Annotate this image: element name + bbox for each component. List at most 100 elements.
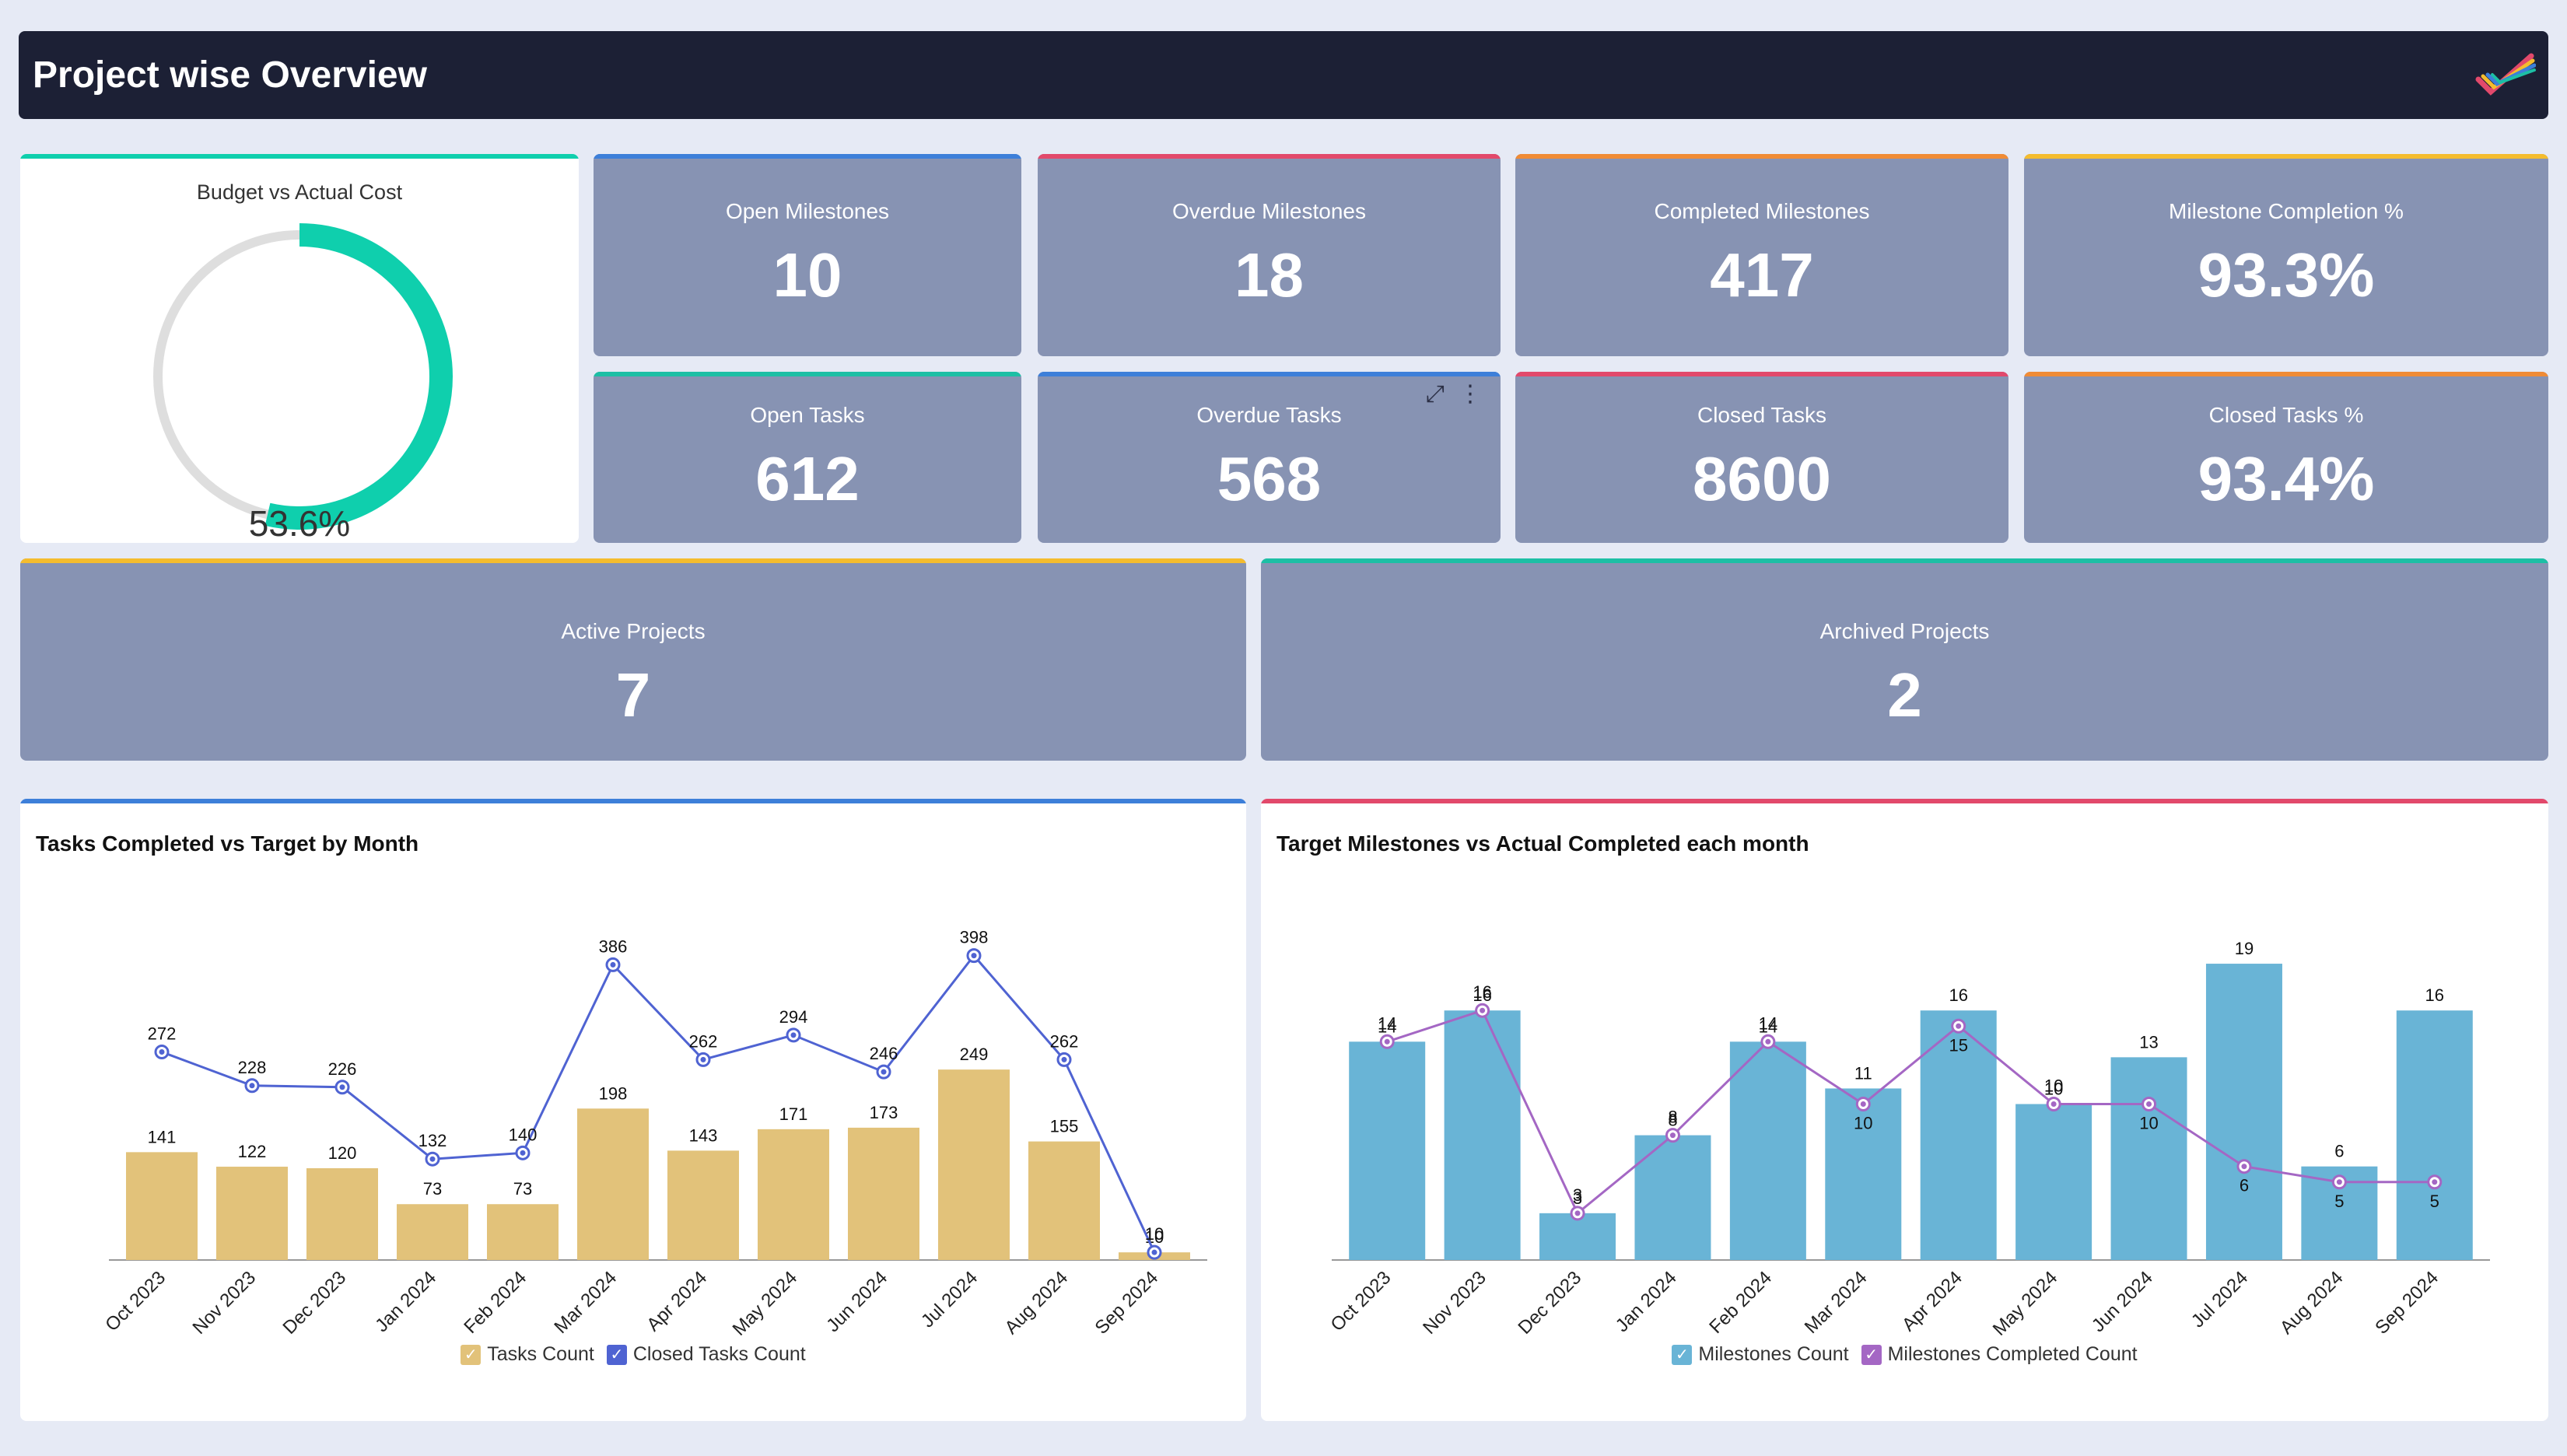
x-tick-label: Feb 2024 xyxy=(1705,1267,1776,1338)
bar-label: 3 xyxy=(1573,1188,1582,1208)
x-tick-label: Sep 2024 xyxy=(2371,1267,2443,1339)
x-tick-label: Oct 2023 xyxy=(101,1267,170,1335)
kpi-open-milestones[interactable]: Open Milestones 10 xyxy=(594,154,1021,356)
kpi-closed-tasks-percent[interactable]: Closed Tasks % 93.4% xyxy=(2024,372,2548,543)
bar xyxy=(2110,1057,2187,1260)
tasks-chart-card[interactable]: Tasks Completed vs Target by Month 141 12… xyxy=(20,799,1246,1421)
card-accent xyxy=(594,372,1021,376)
line-point-dot xyxy=(1956,1023,1962,1029)
expand-icon[interactable]: ⤢ xyxy=(1426,381,1445,407)
bar xyxy=(2205,964,2282,1260)
bar xyxy=(1825,1088,1902,1260)
kpi-overdue-tasks[interactable]: ⤢ ⋮ Overdue Tasks 568 xyxy=(1038,372,1501,543)
point-label: 294 xyxy=(779,1007,808,1027)
line-point-dot xyxy=(1765,1038,1771,1045)
chart-title: Target Milestones vs Actual Completed ea… xyxy=(1276,831,1809,856)
gauge-arc xyxy=(146,223,453,530)
kpi-open-tasks[interactable]: Open Tasks 612 xyxy=(594,372,1021,543)
line-point-dot xyxy=(1480,1007,1486,1013)
card-accent xyxy=(1261,799,2548,803)
legend-check-icon: ✓ xyxy=(461,1344,482,1365)
x-tick-label: Mar 2024 xyxy=(550,1267,621,1338)
kpi-active-projects[interactable]: Active Projects 7 xyxy=(20,558,1246,761)
legend-item[interactable]: ✓ Closed Tasks Count xyxy=(606,1343,806,1366)
more-menu-icon[interactable]: ⋮ xyxy=(1459,381,1482,407)
x-tick-label: May 2024 xyxy=(729,1267,802,1340)
line-point-dot xyxy=(1151,1249,1157,1255)
point-label: 10 xyxy=(1854,1114,1872,1133)
x-tick-label: Jun 2024 xyxy=(822,1267,891,1336)
bar-label: 73 xyxy=(423,1179,442,1199)
legend-check-icon: ✓ xyxy=(1672,1344,1693,1365)
kpi-value: 10 xyxy=(772,240,842,310)
legend-item[interactable]: ✓ Milestones Completed Count xyxy=(1861,1343,2138,1366)
point-label: 262 xyxy=(1050,1031,1079,1051)
legend-label: Tasks Count xyxy=(487,1343,594,1365)
card-accent xyxy=(2024,372,2548,376)
point-label: 6 xyxy=(2240,1176,2249,1195)
bar xyxy=(1634,1135,1711,1260)
point-label: 272 xyxy=(148,1024,177,1044)
line-point-dot xyxy=(971,953,977,959)
series-line xyxy=(1386,1009,2435,1216)
kpi-value: 612 xyxy=(755,444,860,513)
kpi-value: 568 xyxy=(1217,444,1322,513)
bar xyxy=(758,1129,829,1260)
x-tick-label: Jul 2024 xyxy=(2187,1267,2252,1332)
milestones-chart-card[interactable]: Target Milestones vs Actual Completed ea… xyxy=(1261,799,2548,1421)
line-point-dot xyxy=(790,1032,797,1038)
bar-label: 198 xyxy=(599,1083,628,1103)
legend-item[interactable]: ✓ Milestones Count xyxy=(1672,1343,1849,1366)
bar xyxy=(1539,1213,1616,1260)
line-point-dot xyxy=(2432,1179,2438,1185)
bar xyxy=(577,1108,649,1260)
kpi-label: Open Milestones xyxy=(725,199,890,223)
legend-item[interactable]: ✓ Tasks Count xyxy=(461,1343,594,1366)
line-point-dot xyxy=(2336,1179,2342,1185)
budget-title: Budget vs Actual Cost xyxy=(196,180,403,204)
line-point-dot xyxy=(700,1056,706,1062)
widget-tools: ⤢ ⋮ xyxy=(1426,383,1482,406)
kpi-label: Completed Milestones xyxy=(1654,199,1870,223)
bar-label: 143 xyxy=(689,1125,718,1145)
kpi-milestone-completion[interactable]: Milestone Completion % 93.3% xyxy=(2024,154,2548,356)
budget-gauge xyxy=(146,223,453,530)
x-tick-label: Feb 2024 xyxy=(460,1267,531,1338)
point-label: 15 xyxy=(1949,1035,1967,1055)
kpi-label: Closed Tasks % xyxy=(2208,403,2364,427)
kpi-value: 8600 xyxy=(1693,444,1831,513)
bar xyxy=(2015,1104,2092,1260)
point-label: 140 xyxy=(509,1125,538,1144)
kpi-label: Overdue Tasks xyxy=(1196,403,1342,427)
point-label: 10 xyxy=(2139,1114,2158,1133)
bar-label: 8 xyxy=(1668,1111,1677,1130)
bar xyxy=(487,1204,559,1260)
bar-label: 120 xyxy=(328,1143,357,1163)
bar xyxy=(667,1150,739,1260)
bar-label: 13 xyxy=(2139,1032,2158,1052)
kpi-closed-tasks[interactable]: Closed Tasks 8600 xyxy=(1515,372,2008,543)
point-label: 398 xyxy=(960,928,989,947)
kpi-label: Overdue Milestones xyxy=(1171,199,1366,223)
kpi-overdue-milestones[interactable]: Overdue Milestones 18 xyxy=(1038,154,1501,356)
line-point-dot xyxy=(610,961,616,968)
page-title: Project wise Overview xyxy=(33,54,427,96)
point-label: 14 xyxy=(1378,1013,1396,1033)
bar-label: 155 xyxy=(1050,1117,1079,1136)
budget-vs-actual-card[interactable]: Budget vs Actual Cost 53.6% xyxy=(20,154,579,543)
kpi-label: Closed Tasks xyxy=(1697,403,1826,427)
kpi-label: Active Projects xyxy=(561,619,706,643)
bar-label: 73 xyxy=(513,1179,532,1199)
line-point-dot xyxy=(2146,1101,2152,1107)
series-line xyxy=(161,954,1156,1253)
point-label: 10 xyxy=(2044,1076,2063,1096)
line-point-dot xyxy=(1061,1056,1067,1062)
point-label: 262 xyxy=(689,1031,718,1051)
kpi-archived-projects[interactable]: Archived Projects 2 xyxy=(1261,558,2548,761)
kpi-completed-milestones[interactable]: Completed Milestones 417 xyxy=(1515,154,2008,356)
point-label: 5 xyxy=(2430,1192,2439,1211)
legend-label: Milestones Count xyxy=(1698,1343,1849,1365)
line-point-dot xyxy=(249,1083,255,1089)
bar xyxy=(2396,1010,2473,1260)
